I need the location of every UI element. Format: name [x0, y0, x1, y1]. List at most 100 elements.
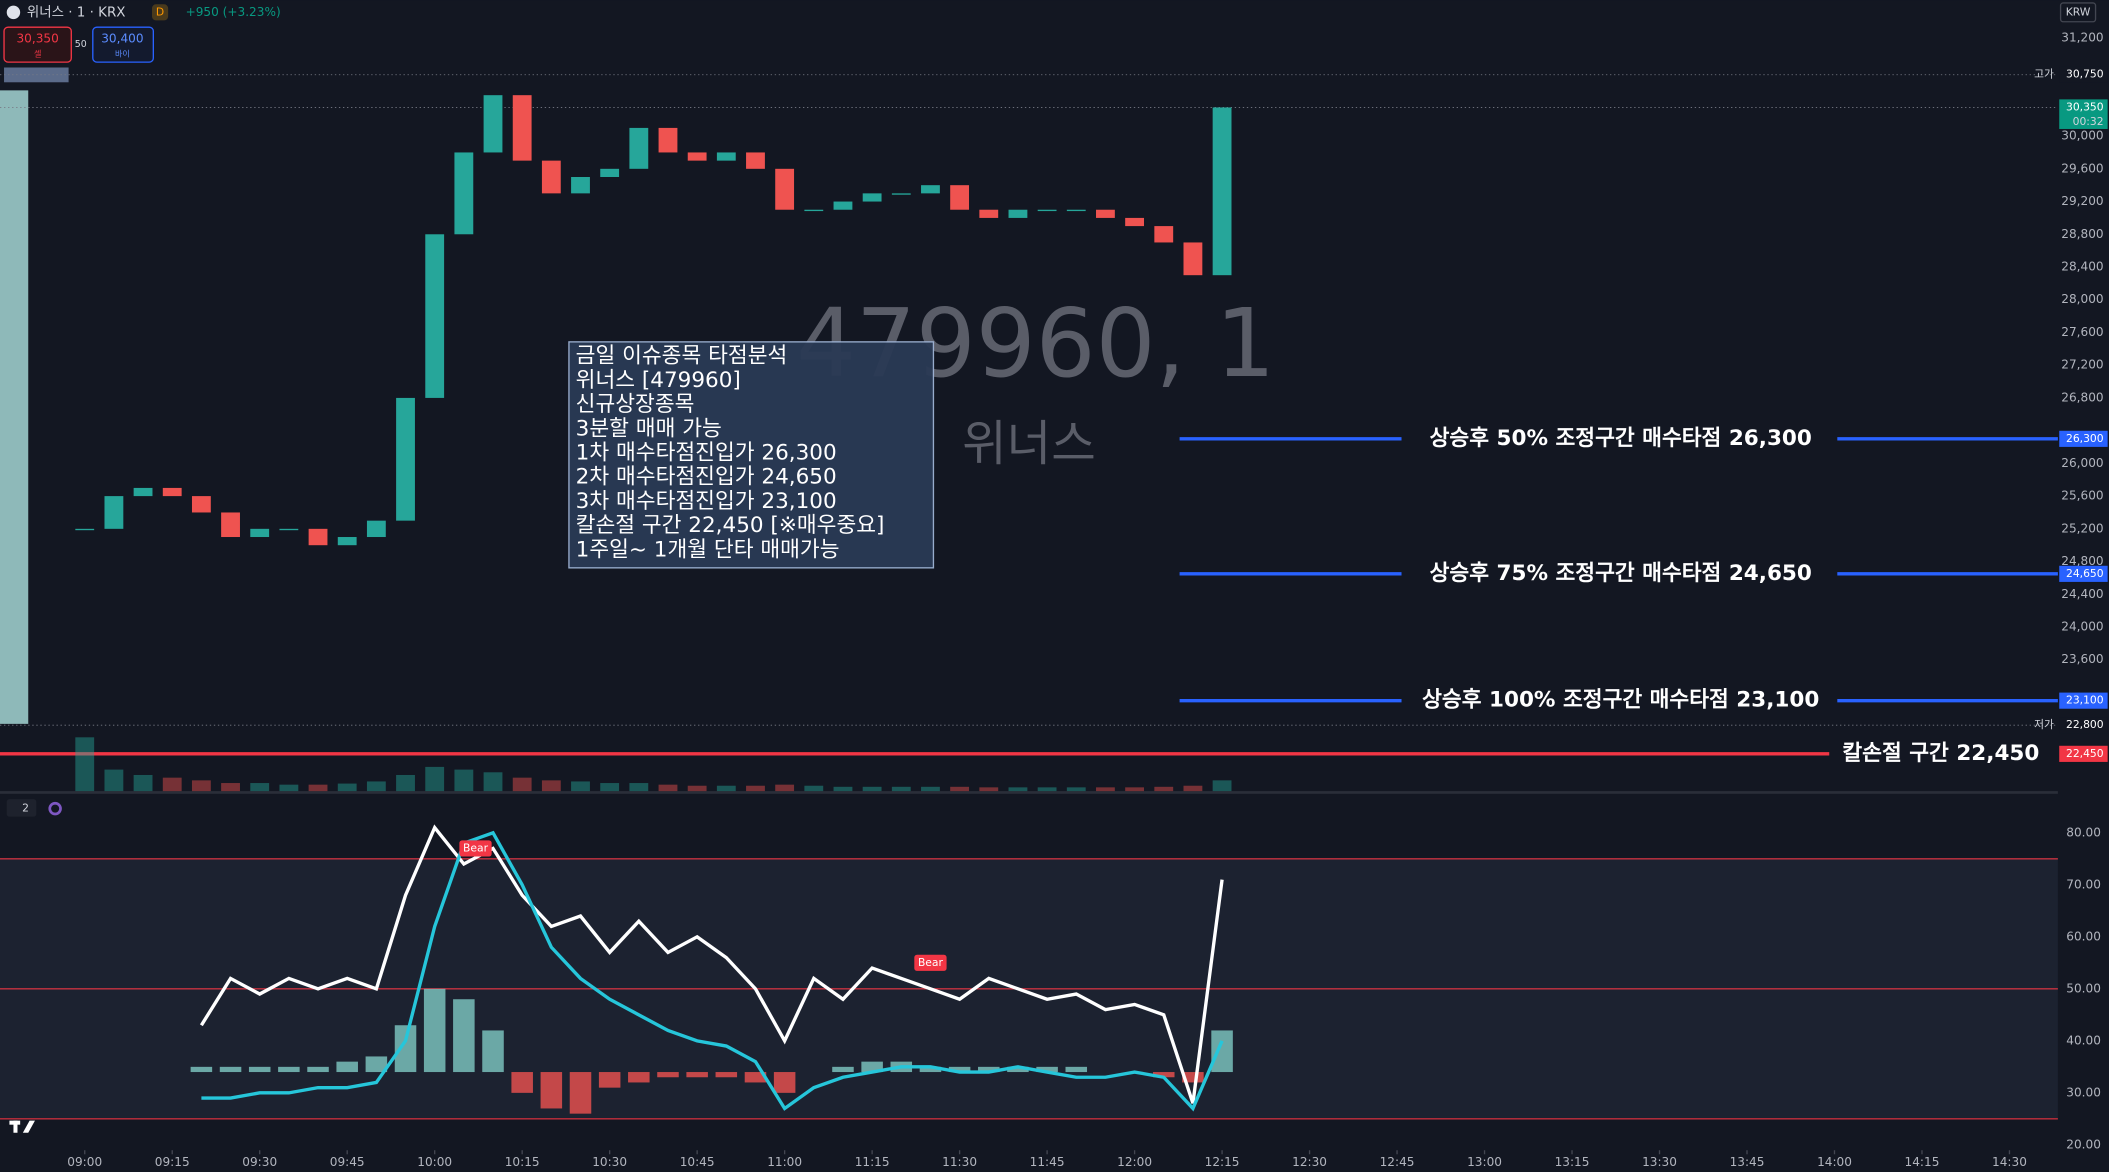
- sell-label: 셀: [34, 49, 41, 59]
- volume-bar: [1066, 787, 1086, 792]
- level-label: 상승후 100% 조정구간 매수타점 23,100: [1422, 688, 1819, 713]
- x-tick-label: 14:00: [1817, 1155, 1852, 1169]
- candle: [512, 95, 532, 161]
- volume-bar: [483, 772, 503, 792]
- y-tick-label: 31,200: [2061, 30, 2103, 44]
- pane-number: 2: [22, 802, 29, 815]
- sell-button[interactable]: [3, 26, 72, 63]
- histogram-bar: [744, 1072, 767, 1083]
- x-tick-label: 13:45: [1730, 1155, 1765, 1169]
- annotation-line: 칼손절 구간 22,450 [※매우중요]: [576, 513, 885, 538]
- x-tick-label: 12:30: [1292, 1155, 1327, 1169]
- histogram-bar: [307, 1066, 329, 1073]
- candle: [571, 177, 590, 194]
- annotation-line: 1차 매수타점진입가 26,300: [576, 441, 837, 466]
- y-tick-label: 26,000: [2061, 456, 2103, 470]
- volume-bar: [1212, 780, 1232, 792]
- candle: [746, 152, 765, 169]
- candle: [541, 160, 561, 194]
- volume-bar: [454, 769, 474, 792]
- level-tag: [2059, 692, 2108, 709]
- pane-toggle[interactable]: [6, 799, 37, 817]
- x-tick-label: 11:00: [767, 1155, 802, 1169]
- y-tick-label: 29,200: [2061, 194, 2103, 208]
- x-tick-label: 14:15: [1905, 1155, 1940, 1169]
- histogram-bar: [511, 1072, 533, 1093]
- histogram-bar: [569, 1072, 592, 1114]
- volume-bar: [104, 769, 124, 792]
- histogram-bar: [919, 1066, 942, 1073]
- volume-bar: [75, 737, 95, 792]
- annotation-line: 금일 이슈종목 타점분석: [576, 344, 788, 369]
- candle: [979, 209, 999, 218]
- x-tick-label: 11:15: [855, 1155, 890, 1169]
- price-tag: [2059, 717, 2108, 734]
- osc-tick-label: 80.00: [2066, 825, 2101, 839]
- volume-bar: [1154, 786, 1174, 792]
- x-tick-label: 12:45: [1380, 1155, 1415, 1169]
- volume-bar: [1125, 787, 1145, 792]
- x-tick-label: 13:30: [1642, 1155, 1677, 1169]
- annotation-line: 신규상장종목: [576, 392, 695, 417]
- histogram-bar: [190, 1066, 213, 1073]
- candle: [483, 95, 503, 153]
- x-tick-label: 09:00: [67, 1155, 102, 1169]
- x-tick-label: 09:45: [330, 1155, 365, 1169]
- level-tag-label: 22,450: [2066, 747, 2104, 760]
- osc-tick-label: 70.00: [2066, 877, 2101, 891]
- candle: [454, 152, 474, 235]
- histogram-bar: [1036, 1066, 1058, 1073]
- candle: [1008, 209, 1028, 218]
- x-tick-label: 10:15: [505, 1155, 540, 1169]
- candle: [75, 528, 95, 531]
- price-tag: [2059, 66, 2108, 83]
- candle: [279, 528, 299, 531]
- volume-bar: [337, 783, 357, 792]
- histogram-bar: [773, 1072, 796, 1093]
- osc-tick-label: 60.00: [2066, 929, 2101, 943]
- histogram-bar: [948, 1066, 971, 1073]
- currency-button[interactable]: [2059, 2, 2097, 23]
- candle: [833, 201, 853, 210]
- histogram-bar: [219, 1066, 242, 1073]
- level-tag-label: 23,100: [2066, 694, 2104, 707]
- bear-label: Bear: [463, 841, 489, 854]
- price-tag-tag: 저가: [2034, 718, 2054, 731]
- x-tick-label: 14:30: [1992, 1155, 2027, 1169]
- osc-tick-label: 20.00: [2066, 1137, 2101, 1151]
- histogram-bar: [1007, 1066, 1029, 1073]
- collapse[interactable]: [4, 67, 69, 83]
- logo: [9, 1120, 35, 1133]
- candle: [687, 152, 707, 161]
- x-tick-label: 11:45: [1030, 1155, 1065, 1169]
- volume-bar: [600, 783, 620, 792]
- candle: [891, 193, 911, 195]
- volume-bar: [1008, 787, 1028, 792]
- y-tick-label: 29,600: [2061, 161, 2103, 175]
- volume-bar: [191, 780, 211, 792]
- histogram-bar: [278, 1066, 300, 1073]
- volume-bar: [1183, 785, 1203, 792]
- annotation-line: 위너스 [479960]: [576, 368, 741, 393]
- volume-bar: [396, 774, 415, 792]
- candle: [366, 520, 386, 538]
- candle: [600, 168, 620, 178]
- x-tick-label: 11:30: [942, 1155, 977, 1169]
- osc-line: [201, 830, 1224, 1112]
- level-label: 상승후 75% 조정구간 매수타점 24,650: [1430, 561, 1812, 586]
- annotation-line: 2차 매수타점진입가 24,650: [576, 465, 837, 490]
- candle: [629, 127, 649, 169]
- pane-divider: [0, 791, 2058, 794]
- histogram-bar: [1152, 1072, 1175, 1078]
- osc-tick-label: 50.00: [2066, 981, 2101, 995]
- histogram-bar: [715, 1072, 738, 1078]
- buy-button[interactable]: [92, 26, 155, 63]
- settings[interactable]: [48, 801, 62, 816]
- x-tick-label: 10:00: [417, 1155, 452, 1169]
- bear-tag: [914, 954, 947, 971]
- candle: [804, 209, 824, 212]
- currency: KRW: [2066, 5, 2091, 18]
- x-tick-label: 10:30: [592, 1155, 627, 1169]
